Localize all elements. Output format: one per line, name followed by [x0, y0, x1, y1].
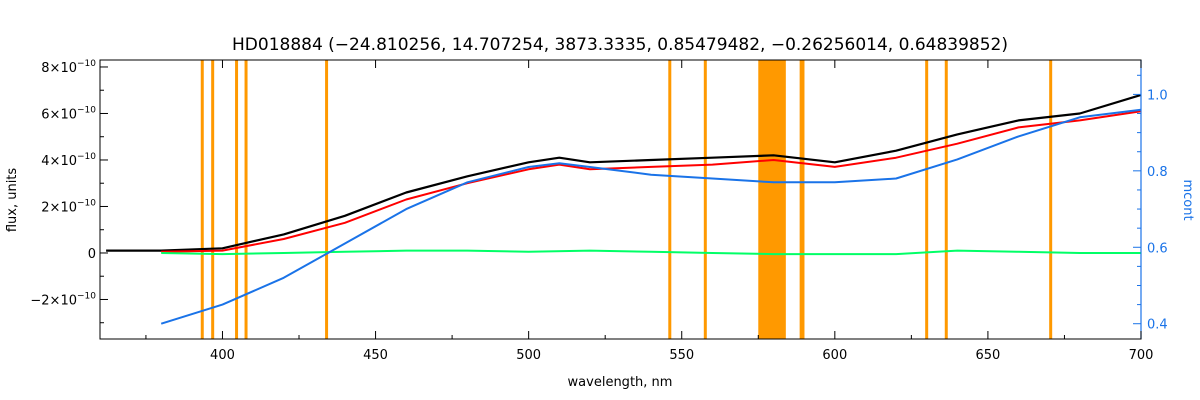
plot-frame [99, 59, 1142, 340]
x-axis-label: wavelength, nm [568, 375, 673, 390]
masked-line [703, 60, 707, 339]
masked-line [200, 60, 204, 339]
series-model [161, 110, 1142, 253]
series-continuum [160, 108, 1142, 325]
y-tick-label: 8×10−10 [41, 59, 96, 76]
masked-line [799, 60, 803, 339]
right-tick-label: 0.4 [1147, 318, 1168, 333]
y-tick-label: 0 [88, 247, 96, 262]
y-tick-label: 6×10−10 [41, 105, 96, 122]
chart-title: HD018884 (−24.810256, 14.707254, 3873.33… [232, 35, 1008, 55]
x-tick-label: 700 [1129, 348, 1154, 363]
y-tick-label: −2×10−10 [30, 291, 96, 308]
y-tick-label: 2×10−10 [41, 198, 96, 215]
masked-line [235, 60, 239, 339]
x-tick-label: 450 [363, 348, 388, 363]
x-tick-label: 650 [975, 348, 1000, 363]
masked-regions [200, 60, 1053, 339]
right-axis-ticks: 0.4 0.6 0.8 1.0 [1133, 74, 1168, 333]
masked-line [1049, 60, 1053, 339]
masked-band [758, 60, 786, 339]
masked-line [211, 60, 215, 339]
x-tick-label: 500 [516, 348, 541, 363]
right-tick-label: 1.0 [1147, 88, 1168, 103]
x-tick-label: 600 [822, 348, 847, 363]
masked-line [244, 60, 248, 339]
x-axis-ticks: 400 450 500 550 600 650 700 [145, 60, 1154, 363]
y-tick-label: 4×10−10 [41, 152, 96, 169]
right-tick-label: 0.8 [1147, 165, 1168, 180]
masked-line [801, 60, 805, 339]
x-tick-label: 400 [210, 348, 235, 363]
series-residual [161, 249, 1141, 256]
masked-line [668, 60, 672, 339]
data-series [106, 93, 1142, 325]
y-axis-ticks: 8×10−10 6×10−10 4×10−10 2×10−10 0 −2×10−10 [30, 59, 108, 324]
masked-line [325, 60, 329, 339]
y-axis-label: flux, units [5, 168, 20, 233]
right-axis-label: mcont [1180, 179, 1195, 220]
masked-line [925, 60, 929, 339]
right-tick-label: 0.6 [1147, 241, 1168, 256]
x-tick-label: 550 [669, 348, 694, 363]
masked-line [944, 60, 948, 339]
series-observed [106, 93, 1142, 252]
